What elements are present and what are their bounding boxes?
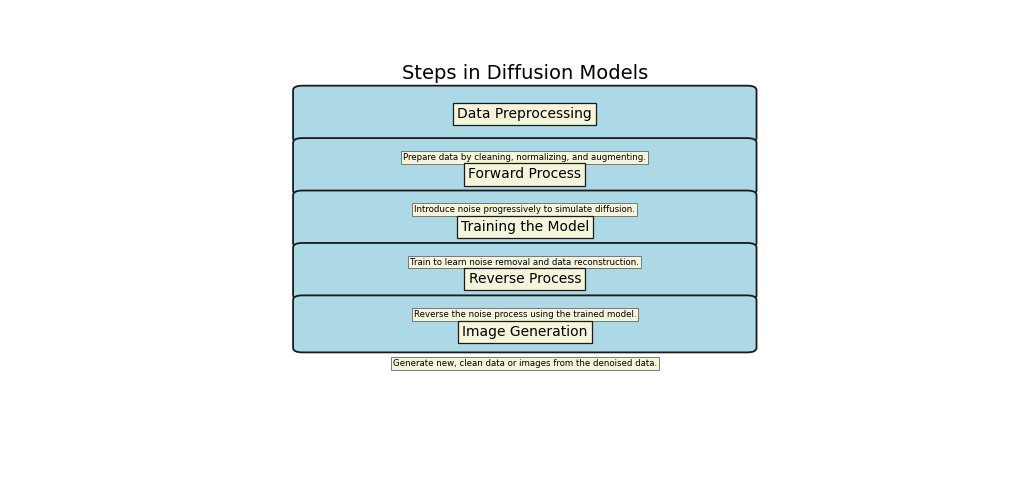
FancyBboxPatch shape	[293, 190, 757, 248]
Text: Image Generation: Image Generation	[462, 325, 588, 339]
Text: Reverse the noise process using the trained model.: Reverse the noise process using the trai…	[414, 310, 636, 319]
Text: Reverse Process: Reverse Process	[469, 272, 581, 286]
Text: Forward Process: Forward Process	[468, 167, 582, 181]
Text: Data Preprocessing: Data Preprocessing	[458, 107, 592, 121]
FancyBboxPatch shape	[293, 243, 757, 300]
FancyBboxPatch shape	[293, 295, 757, 352]
FancyBboxPatch shape	[293, 85, 757, 143]
FancyBboxPatch shape	[293, 138, 757, 195]
Text: Generate new, clean data or images from the denoised data.: Generate new, clean data or images from …	[393, 359, 656, 368]
Text: Introduce noise progressively to simulate diffusion.: Introduce noise progressively to simulat…	[415, 205, 635, 214]
Text: Train to learn noise removal and data reconstruction.: Train to learn noise removal and data re…	[411, 257, 639, 266]
Text: Steps in Diffusion Models: Steps in Diffusion Models	[401, 64, 648, 83]
Text: Prepare data by cleaning, normalizing, and augmenting.: Prepare data by cleaning, normalizing, a…	[403, 153, 646, 162]
Text: Training the Model: Training the Model	[461, 220, 589, 234]
